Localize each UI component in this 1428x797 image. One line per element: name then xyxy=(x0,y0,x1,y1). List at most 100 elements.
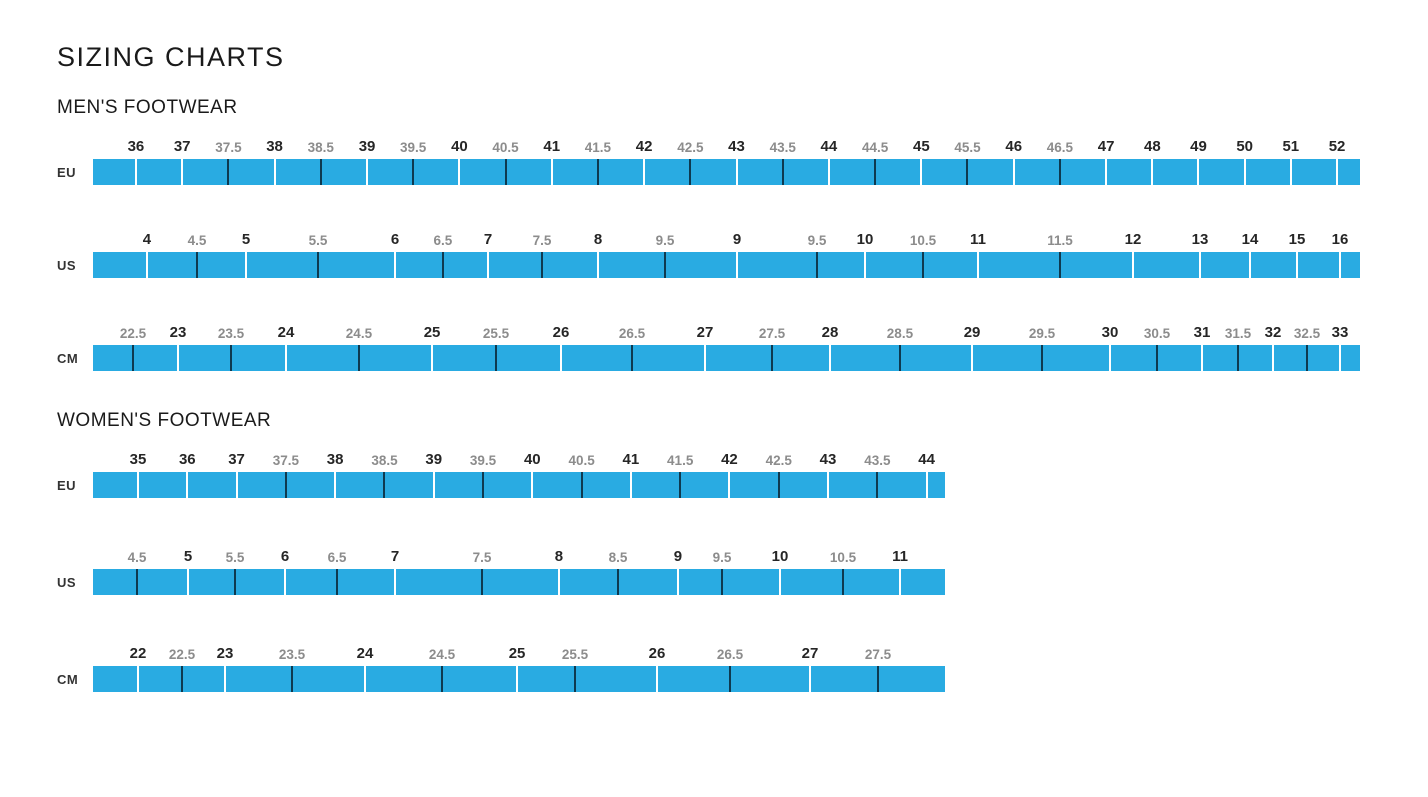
unit-label-cm: CM xyxy=(57,671,79,687)
tick-divider xyxy=(1109,345,1112,371)
tick-divider xyxy=(412,159,415,185)
size-label: 31.5 xyxy=(1224,325,1252,341)
tick-divider xyxy=(319,159,322,185)
tick-divider xyxy=(357,345,360,371)
size-label: 23 xyxy=(216,645,234,662)
tick-divider xyxy=(557,569,560,595)
tick-divider xyxy=(976,252,979,278)
page-title: SIZING CHARTS xyxy=(57,42,285,72)
size-labels: 36 37 37.5 38 38.5 39 39.5 40 40.5 41 41.5 42 42.5 43… xyxy=(93,131,1360,159)
tick-divider xyxy=(664,252,667,278)
tick-divider xyxy=(177,345,180,371)
size-label: 51 xyxy=(1282,138,1300,155)
section-mens-footwear: MEN'S FOOTWEAR EU 36 37 37.5 38 38.5 39 39.5 40 4… xyxy=(57,97,1428,371)
sizing-charts-page: SIZING CHARTS MEN'S FOOTWEAR EU 36 37 37.5 3… xyxy=(57,42,1428,692)
tick-divider xyxy=(778,569,781,595)
womens-size-rows: EU 35 36 37 37.5 38 38.5 39 39.5 40 40.5 41 41.5 42 42… xyxy=(57,444,1428,692)
size-label: 37 xyxy=(228,451,245,468)
size-row-womens-cm: CM 22 22.5 23 23.5 24 24.5 25 25.5 26 26.5 27 27.5 xyxy=(57,638,945,692)
size-label: 43 xyxy=(819,451,837,468)
size-label: 10 xyxy=(856,231,874,248)
tick-divider xyxy=(234,569,237,595)
tick-divider xyxy=(721,569,724,595)
tick-divider xyxy=(245,252,248,278)
tick-divider xyxy=(898,345,901,371)
size-label: 32 xyxy=(1264,324,1282,341)
size-label: 43 xyxy=(728,138,745,155)
size-label: 45 xyxy=(913,138,930,155)
tick-divider xyxy=(925,472,928,498)
tick-divider xyxy=(777,472,780,498)
size-label: 44 xyxy=(820,138,838,155)
tick-divider xyxy=(877,666,880,692)
size-label: 11 xyxy=(892,548,908,565)
tick-divider xyxy=(223,666,226,692)
tick-divider xyxy=(1058,159,1061,185)
size-label: 44.5 xyxy=(861,139,889,155)
size-label: 27.5 xyxy=(864,646,892,662)
size-label: 38 xyxy=(266,138,283,155)
size-label: 36 xyxy=(178,451,196,468)
size-scale-bar xyxy=(93,472,945,498)
tick-divider xyxy=(196,252,199,278)
tick-divider xyxy=(971,345,974,371)
tick-divider xyxy=(336,569,338,595)
size-label: 8.5 xyxy=(608,549,628,565)
tick-divider xyxy=(596,159,599,185)
tick-divider xyxy=(481,569,484,595)
size-label: 5 xyxy=(183,548,193,565)
tick-divider xyxy=(560,345,563,371)
size-label: 24 xyxy=(277,324,295,341)
tick-divider xyxy=(317,252,320,278)
size-label: 39 xyxy=(425,451,443,468)
tick-divider xyxy=(573,666,576,692)
size-label: 15 xyxy=(1288,231,1306,248)
tick-divider xyxy=(808,666,811,692)
size-label: 52 xyxy=(1328,138,1346,155)
tick-divider xyxy=(394,252,397,278)
tick-divider xyxy=(1338,345,1341,371)
size-label: 22.5 xyxy=(168,646,196,662)
size-labels: 22.5 23 23.5 24 24.5 25 25.5 26 26.5 27 27.5 28 28.5… xyxy=(93,317,1360,345)
tick-divider xyxy=(1040,345,1043,371)
size-label: 36 xyxy=(127,138,145,155)
size-label: 41.5 xyxy=(584,139,612,155)
size-label: 4.5 xyxy=(127,549,147,565)
size-row-mens-us: US 4 4.5 5 5.5 6 6.5 7 7.5 8 9.5 9 9.5 10 10.5 11 11.5 12… xyxy=(57,224,1360,278)
tick-divider xyxy=(1197,159,1200,185)
size-label: 6.5 xyxy=(433,232,453,248)
tick-divider xyxy=(966,159,969,185)
tick-divider xyxy=(441,252,444,278)
size-label: 11.5 xyxy=(1047,232,1073,248)
tick-divider xyxy=(781,159,784,185)
tick-divider xyxy=(729,666,732,692)
tick-divider xyxy=(643,159,646,185)
size-label: 25 xyxy=(423,324,441,341)
tick-divider xyxy=(1156,345,1159,371)
tick-divider xyxy=(1058,252,1061,278)
size-label: 8 xyxy=(554,548,564,565)
size-label: 49 xyxy=(1190,138,1207,155)
size-label: 26.5 xyxy=(618,325,646,341)
tick-divider xyxy=(1198,252,1201,278)
tick-divider xyxy=(1249,252,1252,278)
size-label: 24 xyxy=(356,645,374,662)
size-label: 46.5 xyxy=(1046,139,1073,155)
size-row-mens-eu: EU 36 37 37.5 38 38.5 39 39.5 40 40.5 41 41.5 42 42.5… xyxy=(57,131,1360,185)
tick-divider xyxy=(827,159,830,185)
tick-divider xyxy=(580,472,583,498)
tick-divider xyxy=(504,159,507,185)
size-label: 45.5 xyxy=(954,139,981,155)
tick-divider xyxy=(181,666,184,692)
tick-divider xyxy=(383,472,386,498)
tick-divider xyxy=(136,472,139,498)
size-label: 6 xyxy=(390,231,400,248)
tick-divider xyxy=(689,159,692,185)
tick-divider xyxy=(134,159,137,185)
size-label: 37.5 xyxy=(215,139,242,155)
size-label: 27 xyxy=(696,324,714,341)
size-label: 43.5 xyxy=(864,452,891,468)
size-label: 25.5 xyxy=(482,325,510,341)
size-label: 29.5 xyxy=(1028,325,1056,341)
tick-divider xyxy=(432,472,435,498)
